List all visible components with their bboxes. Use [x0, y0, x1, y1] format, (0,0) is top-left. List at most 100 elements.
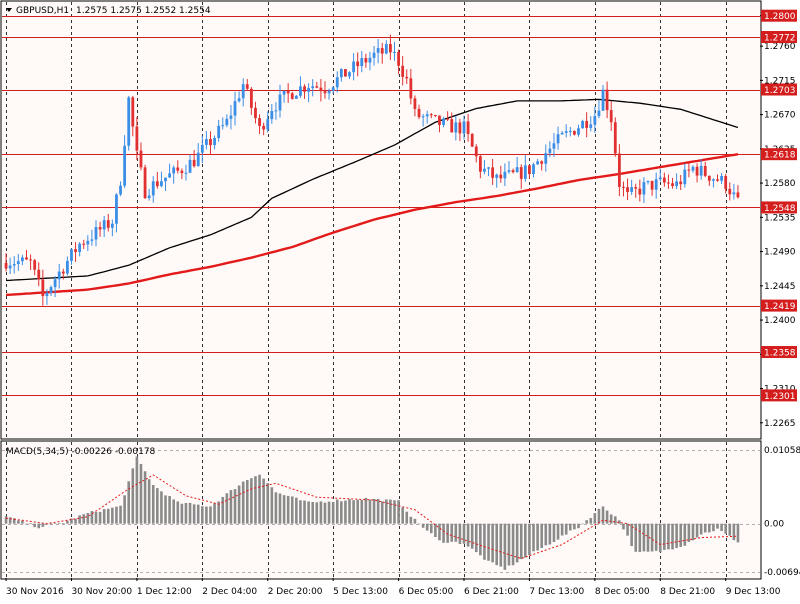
candle-bull[interactable]	[70, 249, 73, 261]
candle-bear[interactable]	[192, 159, 196, 167]
candle-bull[interactable]	[78, 243, 82, 253]
candle-bull[interactable]	[646, 180, 650, 183]
candle-bull[interactable]	[593, 116, 597, 125]
candle-bull[interactable]	[393, 52, 396, 54]
candle-bear[interactable]	[466, 121, 470, 134]
candle-bull[interactable]	[348, 72, 351, 77]
candle-bear[interactable]	[323, 91, 327, 94]
candle-bull[interactable]	[442, 118, 445, 125]
candle-bear[interactable]	[478, 156, 482, 172]
candle-bull[interactable]	[548, 148, 552, 154]
candle-bull[interactable]	[560, 132, 564, 135]
candle-bull[interactable]	[515, 167, 519, 173]
candle-bull[interactable]	[712, 179, 715, 181]
candle-bear[interactable]	[613, 122, 617, 154]
candle-bull[interactable]	[65, 260, 69, 274]
candle-bear[interactable]	[397, 52, 400, 66]
candle-bear[interactable]	[687, 169, 691, 171]
candle-bull[interactable]	[200, 144, 204, 153]
candle-bear[interactable]	[249, 88, 253, 108]
candle-bull[interactable]	[311, 86, 315, 89]
candle-bull[interactable]	[732, 192, 736, 195]
candle-bull[interactable]	[581, 121, 584, 129]
candle-bull[interactable]	[221, 125, 225, 127]
candle-bull[interactable]	[233, 101, 237, 116]
candle-bear[interactable]	[41, 279, 45, 297]
candle-bull[interactable]	[523, 165, 527, 179]
candle-bull[interactable]	[372, 52, 376, 58]
candle-bull[interactable]	[164, 177, 167, 182]
candle-bear[interactable]	[429, 114, 433, 116]
candle-bear[interactable]	[417, 108, 421, 118]
candle-bull[interactable]	[217, 125, 221, 139]
candle-bear[interactable]	[707, 175, 711, 181]
candle-bull[interactable]	[123, 145, 127, 186]
candle-bull[interactable]	[642, 182, 646, 195]
candle-bear[interactable]	[540, 161, 544, 164]
candle-bear[interactable]	[491, 167, 495, 178]
candle-bear[interactable]	[82, 243, 86, 245]
candle-bull[interactable]	[360, 58, 364, 67]
candle-bull[interactable]	[213, 138, 216, 146]
candle-bear[interactable]	[405, 76, 409, 79]
candle-bear[interactable]	[98, 227, 102, 230]
candle-bear[interactable]	[315, 86, 319, 88]
candle-bull[interactable]	[552, 143, 556, 149]
candle-bull[interactable]	[462, 121, 466, 134]
candle-bull[interactable]	[151, 181, 155, 196]
candle-bull[interactable]	[589, 124, 593, 128]
candle-bear[interactable]	[605, 89, 609, 111]
candle-bull[interactable]	[720, 176, 723, 181]
candle-bull[interactable]	[691, 166, 695, 171]
candle-bull[interactable]	[94, 227, 98, 240]
candle-bear[interactable]	[106, 220, 110, 228]
candle-bull[interactable]	[699, 165, 703, 176]
candle-bear[interactable]	[736, 192, 740, 198]
candle-bear[interactable]	[511, 170, 515, 173]
candle-bear[interactable]	[703, 165, 707, 176]
candle-bear[interactable]	[74, 249, 77, 253]
candle-bull[interactable]	[196, 152, 200, 167]
candle-bear[interactable]	[143, 167, 147, 199]
candle-bear[interactable]	[638, 188, 642, 195]
candle-bull[interactable]	[160, 181, 163, 187]
candle-bear[interactable]	[319, 87, 323, 92]
candle-bear[interactable]	[401, 65, 405, 77]
candle-bear[interactable]	[262, 125, 266, 130]
candle-bear[interactable]	[131, 97, 135, 127]
candle-bull[interactable]	[172, 167, 176, 174]
candle-bear[interactable]	[4, 262, 8, 269]
candle-bear[interactable]	[634, 187, 638, 189]
candle-bear[interactable]	[413, 98, 417, 109]
candle-bear[interactable]	[254, 107, 257, 119]
price-pane[interactable]	[0, 0, 762, 440]
candle-bear[interactable]	[458, 122, 462, 134]
candle-bull[interactable]	[368, 57, 372, 63]
candle-bear[interactable]	[626, 187, 629, 192]
candle-bull[interactable]	[601, 89, 605, 111]
candle-bear[interactable]	[585, 121, 589, 128]
candle-bull[interactable]	[270, 111, 274, 120]
candle-bull[interactable]	[564, 131, 568, 133]
candle-bull[interactable]	[425, 114, 429, 117]
candle-bull[interactable]	[278, 94, 282, 111]
candle-bull[interactable]	[339, 69, 343, 78]
candle-bear[interactable]	[446, 118, 450, 120]
candle-bear[interactable]	[528, 165, 531, 174]
candle-bull[interactable]	[86, 240, 90, 245]
candle-bear[interactable]	[650, 180, 654, 190]
candle-bear[interactable]	[519, 167, 523, 179]
candle-bull[interactable]	[495, 174, 499, 178]
candle-bull[interactable]	[683, 169, 687, 185]
candle-bear[interactable]	[450, 119, 454, 133]
candle-bull[interactable]	[352, 61, 355, 73]
candle-bear[interactable]	[724, 176, 728, 189]
candle-bull[interactable]	[45, 292, 49, 297]
candle-bull[interactable]	[21, 257, 24, 262]
candle-bull[interactable]	[12, 264, 16, 266]
candle-bull[interactable]	[282, 90, 286, 95]
candle-bull[interactable]	[225, 118, 229, 126]
candle-bear[interactable]	[344, 69, 347, 77]
candle-bull[interactable]	[49, 287, 53, 293]
candle-bull[interactable]	[568, 131, 572, 133]
